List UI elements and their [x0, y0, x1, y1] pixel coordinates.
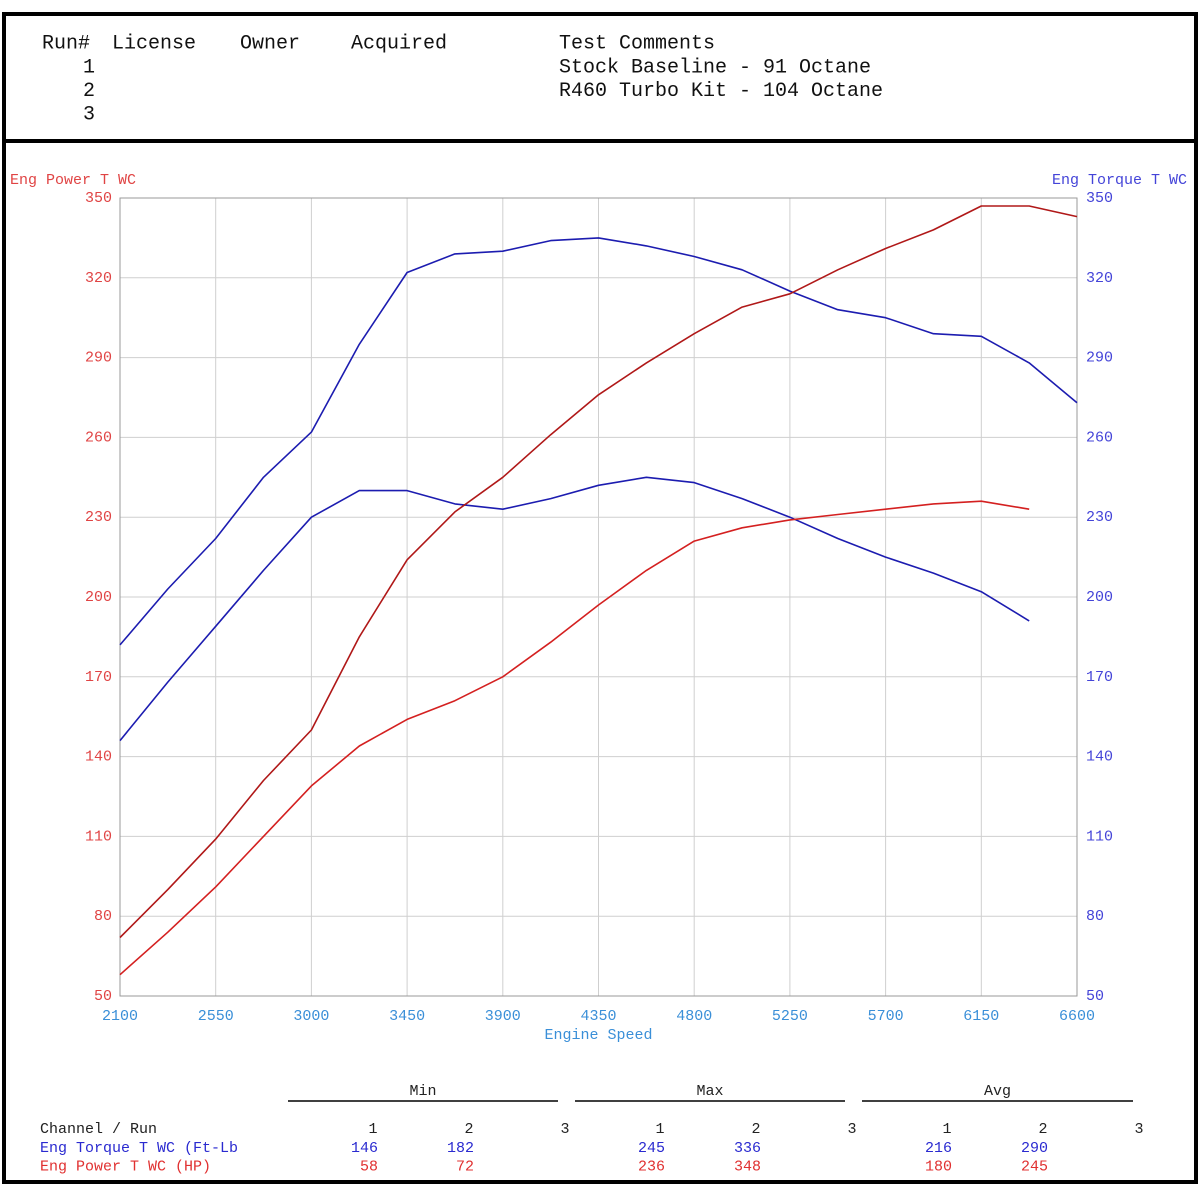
y2-tick-label: 260 — [1086, 429, 1113, 446]
run-column: 3 — [847, 1121, 856, 1138]
run-column: 1 — [655, 1121, 664, 1138]
x-tick-label: 5700 — [868, 1008, 904, 1025]
y-tick-label: 50 — [94, 988, 112, 1005]
group-header: Max — [696, 1083, 723, 1100]
run-column: 2 — [1038, 1121, 1047, 1138]
row-header: Channel / Run — [40, 1121, 157, 1138]
channel-label: Eng Torque T WC (Ft-Lb — [40, 1140, 238, 1157]
page-border — [2, 12, 1198, 1184]
y-tick-label: 230 — [85, 509, 112, 526]
header-column: License — [112, 32, 196, 55]
x-tick-label: 2550 — [198, 1008, 234, 1025]
channel-label: Eng Power T WC (HP) — [40, 1158, 211, 1175]
plot-frame — [119, 197, 1078, 997]
summary-value: 290 — [1021, 1140, 1048, 1157]
y-tick-label: 350 — [85, 190, 112, 207]
summary-value: 245 — [1021, 1158, 1048, 1175]
y2-tick-label: 170 — [1086, 669, 1113, 686]
y2-tick-label: 50 — [1086, 988, 1104, 1005]
x-tick-label: 3000 — [293, 1008, 329, 1025]
y2-tick-label: 290 — [1086, 350, 1113, 367]
x-tick-label: 5250 — [772, 1008, 808, 1025]
y2-tick-label: 320 — [1086, 270, 1113, 287]
x-tick-label: 4350 — [580, 1008, 616, 1025]
y-tick-label: 80 — [94, 908, 112, 925]
x-tick-label: 6600 — [1059, 1008, 1095, 1025]
run-number: 2 — [83, 80, 95, 103]
y2-tick-label: 110 — [1086, 828, 1113, 845]
summary-value: 336 — [734, 1140, 761, 1157]
y2-tick-label: 200 — [1086, 589, 1113, 606]
summary-value: 58 — [360, 1158, 378, 1175]
run-column: 2 — [464, 1121, 473, 1138]
summary-value: 146 — [351, 1140, 378, 1157]
summary-value: 180 — [925, 1158, 952, 1175]
run-column: 1 — [368, 1121, 377, 1138]
y-axis-label: Eng Power T WC — [10, 172, 136, 189]
summary-value: 182 — [447, 1140, 474, 1157]
data-line — [119, 237, 1078, 646]
y2-axis-label: Eng Torque T WC — [1052, 172, 1187, 189]
header-column: Acquired — [351, 32, 447, 55]
x-tick-label: 3900 — [485, 1008, 521, 1025]
y2-tick-label: 230 — [1086, 509, 1113, 526]
run-number: 1 — [83, 56, 95, 79]
data-line — [119, 205, 1078, 939]
data-line — [119, 500, 1030, 976]
x-tick-label: 6150 — [963, 1008, 999, 1025]
y-tick-label: 140 — [85, 749, 112, 766]
x-tick-label: 3450 — [389, 1008, 425, 1025]
y-tick-label: 260 — [85, 429, 112, 446]
y-tick-label: 320 — [85, 270, 112, 287]
x-tick-label: 2100 — [102, 1008, 138, 1025]
header-column: Test Comments — [559, 32, 715, 55]
y-tick-label: 110 — [85, 828, 112, 845]
y2-tick-label: 140 — [1086, 749, 1113, 766]
x-tick-label: 4800 — [676, 1008, 712, 1025]
group-header: Avg — [984, 1083, 1011, 1100]
data-line — [119, 476, 1030, 742]
header-column: Owner — [240, 32, 300, 55]
run-column: 2 — [751, 1121, 760, 1138]
run-number: 3 — [83, 103, 95, 126]
run-column: 1 — [942, 1121, 951, 1138]
y-tick-label: 170 — [85, 669, 112, 686]
run-comment: Stock Baseline - 91 Octane — [559, 56, 871, 79]
summary-value: 72 — [456, 1158, 474, 1175]
summary-value: 216 — [925, 1140, 952, 1157]
summary-value: 245 — [638, 1140, 665, 1157]
summary-value: 348 — [734, 1158, 761, 1175]
y2-tick-label: 350 — [1086, 190, 1113, 207]
run-column: 3 — [560, 1121, 569, 1138]
y2-tick-label: 80 — [1086, 908, 1104, 925]
header-column: Run# — [42, 32, 90, 55]
run-comment: R460 Turbo Kit - 104 Octane — [559, 80, 883, 103]
run-column: 3 — [1134, 1121, 1143, 1138]
y-tick-label: 290 — [85, 350, 112, 367]
y-tick-label: 200 — [85, 589, 112, 606]
summary-value: 236 — [638, 1158, 665, 1175]
group-header: Min — [409, 1083, 436, 1100]
x-axis-label: Engine Speed — [544, 1027, 652, 1044]
